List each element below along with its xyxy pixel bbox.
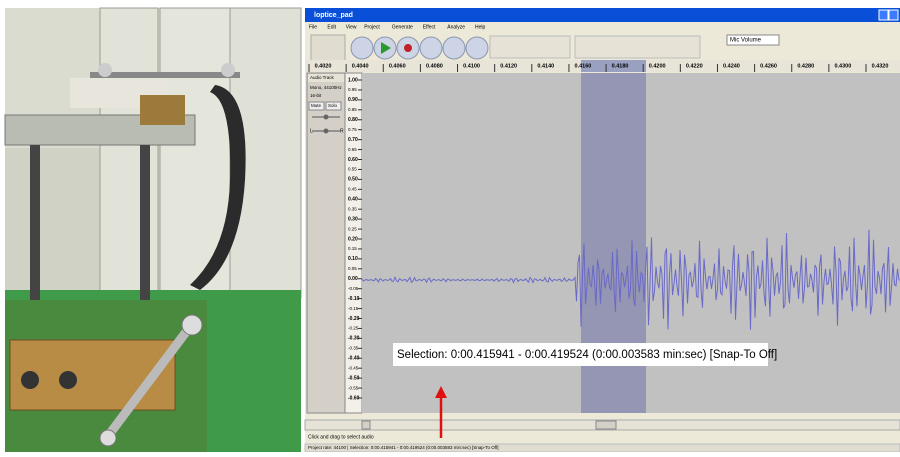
scale-label: -0.25 <box>348 326 359 331</box>
menu-item[interactable]: File <box>309 24 317 30</box>
ruler-label: 0.4180 <box>612 63 629 69</box>
ruler-label: 0.4240 <box>723 63 740 69</box>
scale-label: 0.70 <box>348 137 358 143</box>
menu-item[interactable]: Edit <box>327 24 336 30</box>
track-panel <box>307 73 345 413</box>
photo <box>5 8 301 452</box>
scroll-thumb[interactable] <box>596 421 616 429</box>
scale-label: -0.50 <box>348 375 360 381</box>
ruler-label: 0.4100 <box>463 63 480 69</box>
pan-right-label: R <box>340 128 344 134</box>
scale-label: 0.50 <box>348 177 358 183</box>
track-bits: 16-bit <box>310 93 322 98</box>
menu-item[interactable]: Help <box>475 24 486 30</box>
scale-label: 0.55 <box>348 167 357 172</box>
menu-item[interactable]: View <box>346 24 357 30</box>
mic-volume-label: Mic Volume <box>730 38 762 44</box>
scale-label: 0.30 <box>348 216 358 222</box>
ruler-label: 0.4040 <box>352 63 369 69</box>
scale-label: 0.45 <box>348 187 357 192</box>
scale-label: 0.15 <box>348 246 357 251</box>
scale-label: 0.00 <box>348 276 358 282</box>
menu-item[interactable]: Effect <box>423 24 436 30</box>
figure: loptice_pad File Edit View Project Generate E… <box>0 0 900 452</box>
selection-caption: Selection: 0:00.415941 - 0:00.419524 (0:… <box>397 349 777 361</box>
scale-label: 0.20 <box>348 236 358 242</box>
title-bar <box>305 8 900 22</box>
status-bar-text: Project rate: 44100 | Selection: 0:00.41… <box>308 445 498 450</box>
ruler-label: 0.4120 <box>500 63 517 69</box>
ruler-label: 0.4320 <box>872 63 889 69</box>
ruler-label: 0.4200 <box>649 63 666 69</box>
scale-label: -0.20 <box>348 316 360 322</box>
scale-label: -0.60 <box>348 395 360 401</box>
ruler-label: 0.4160 <box>575 63 592 69</box>
ruler-label: 0.4280 <box>797 63 814 69</box>
stop-button[interactable] <box>443 37 465 59</box>
ruler-label: 0.4140 <box>537 63 554 69</box>
ruler-label: 0.4300 <box>834 63 851 69</box>
scale-label: 0.10 <box>348 256 358 262</box>
track-name[interactable]: Audio Track <box>310 75 335 80</box>
scale-label: 0.65 <box>348 147 357 152</box>
page: loptice_pad File Edit View Project Generate E… <box>0 0 900 452</box>
vertical-scale <box>345 73 362 413</box>
scale-label: -0.30 <box>348 336 360 342</box>
scale-label: 0.80 <box>348 117 358 123</box>
scale-label: -0.15 <box>348 306 359 311</box>
scale-label: 0.25 <box>348 226 357 231</box>
ruler-label: 0.4260 <box>760 63 777 69</box>
scale-label: 0.60 <box>348 157 358 163</box>
ruler-label: 0.4080 <box>426 63 443 69</box>
scale-label: -0.55 <box>348 385 359 390</box>
ruler-label: 0.4060 <box>389 63 406 69</box>
scale-label: -0.45 <box>348 365 359 370</box>
scale-label: -0.35 <box>348 346 359 351</box>
pause-button[interactable] <box>420 37 442 59</box>
scale-label: 0.35 <box>348 206 357 211</box>
scale-label: 1.00 <box>348 77 358 83</box>
menu-item[interactable]: Generate <box>392 24 413 30</box>
ruler-label: 0.4220 <box>686 63 703 69</box>
ruler-label: 0.4020 <box>315 63 332 69</box>
minimize-button[interactable] <box>879 10 888 20</box>
menu-item[interactable]: Project <box>364 24 380 30</box>
scale-label: 0.75 <box>348 127 357 132</box>
scale-label: 0.05 <box>348 266 357 271</box>
scale-label: -0.05 <box>348 286 359 291</box>
scale-label: 0.85 <box>348 107 357 112</box>
scale-label: 0.40 <box>348 197 358 203</box>
mute-label: Mute <box>311 103 322 108</box>
scale-label: 0.95 <box>348 87 357 92</box>
skip-end-button[interactable] <box>466 37 488 59</box>
solo-label: Solo <box>328 103 338 108</box>
scale-label: -0.10 <box>348 296 360 302</box>
close-button[interactable] <box>889 10 898 20</box>
skip-start-button[interactable] <box>351 37 373 59</box>
menu-item[interactable]: Analyze <box>447 24 465 30</box>
window-title: loptice_pad <box>314 12 353 19</box>
scale-label: -0.40 <box>348 356 360 362</box>
track-format: Mono, 44100Hz <box>310 85 343 90</box>
scale-label: 0.90 <box>348 97 358 103</box>
pan-left-label: L <box>310 128 313 134</box>
status-hint: Click and drag to select audio <box>308 434 374 440</box>
